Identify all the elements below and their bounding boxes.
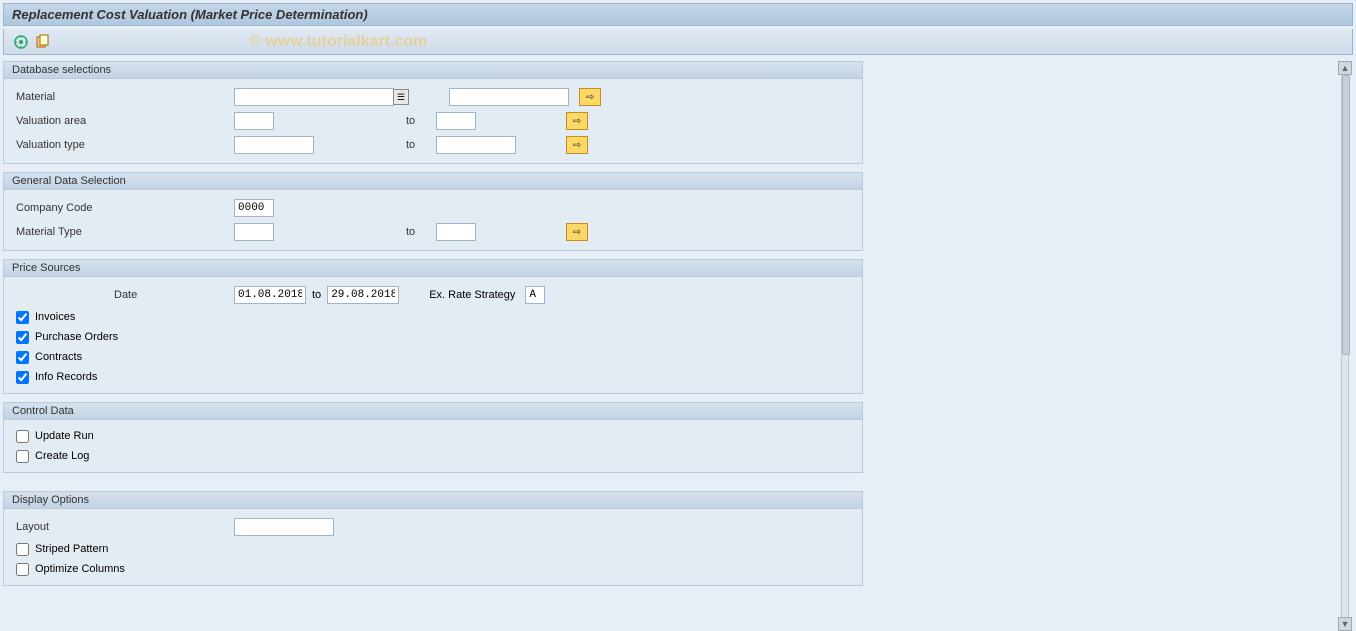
update-run-label: Update Run [35,430,94,442]
date-to-label: to [306,289,327,301]
scroll-down-icon[interactable]: ▼ [1338,617,1352,631]
application-toolbar: © www.tutorialkart.com [3,29,1353,55]
valuation-area-to-label: to [396,115,436,127]
info-records-label: Info Records [35,371,97,383]
material-f4-icon[interactable]: ☰ [393,89,409,105]
material-to-input[interactable] [449,88,569,106]
company-code-label: Company Code [14,202,234,214]
valuation-area-to-input[interactable] [436,112,476,130]
date-label: Date [114,289,234,301]
vertical-scrollbar[interactable]: ▲ ▼ [1337,61,1353,631]
material-type-range-button[interactable]: ⇨ [566,223,588,241]
control-data-group: Control Data Update Run Create Log [3,402,863,473]
company-code-input[interactable] [234,199,274,217]
date-to-input[interactable] [327,286,399,304]
invoices-checkbox[interactable] [16,311,29,324]
valuation-type-to-input[interactable] [436,136,516,154]
material-input[interactable] [234,88,394,106]
database-selections-group: Database selections Material ☰ ⇨ Valuati… [3,61,863,164]
material-type-input[interactable] [234,223,274,241]
optimize-columns-label: Optimize Columns [35,563,125,575]
contracts-label: Contracts [35,351,82,363]
ex-rate-input[interactable] [525,286,545,304]
ex-rate-label: Ex. Rate Strategy [429,289,515,301]
purchase-orders-label: Purchase Orders [35,331,118,343]
striped-pattern-checkbox[interactable] [16,543,29,556]
optimize-columns-checkbox[interactable] [16,563,29,576]
purchase-orders-checkbox[interactable] [16,331,29,344]
material-range-button[interactable]: ⇨ [579,88,601,106]
layout-input[interactable] [234,518,334,536]
update-run-checkbox[interactable] [16,430,29,443]
create-log-label: Create Log [35,450,89,462]
display-options-header: Display Options [4,492,862,509]
execute-icon[interactable] [12,33,30,51]
price-sources-group: Price Sources Date to Ex. Rate Strategy … [3,259,863,394]
invoices-label: Invoices [35,311,75,323]
info-records-checkbox[interactable] [16,371,29,384]
valuation-area-input[interactable] [234,112,274,130]
material-type-label: Material Type [14,226,234,238]
price-sources-header: Price Sources [4,260,862,277]
watermark-text: © www.tutorialkart.com [249,33,427,51]
scroll-up-icon[interactable]: ▲ [1338,61,1352,75]
material-type-to-input[interactable] [436,223,476,241]
variant-icon[interactable] [34,33,52,51]
scroll-thumb[interactable] [1342,75,1350,355]
contracts-checkbox[interactable] [16,351,29,364]
striped-pattern-label: Striped Pattern [35,543,108,555]
valuation-type-to-label: to [396,139,436,151]
general-data-group: General Data Selection Company Code Mate… [3,172,863,251]
valuation-area-range-button[interactable]: ⇨ [566,112,588,130]
database-selections-header: Database selections [4,62,862,79]
content-area: Database selections Material ☰ ⇨ Valuati… [3,61,1353,631]
material-type-to-label: to [396,226,436,238]
material-label: Material [14,91,234,103]
general-data-header: General Data Selection [4,173,862,190]
page-title-bar: Replacement Cost Valuation (Market Price… [3,3,1353,26]
valuation-type-range-button[interactable]: ⇨ [566,136,588,154]
display-options-group: Display Options Layout Striped Pattern O… [3,491,863,586]
create-log-checkbox[interactable] [16,450,29,463]
valuation-type-input[interactable] [234,136,314,154]
valuation-area-label: Valuation area [14,115,234,127]
control-data-header: Control Data [4,403,862,420]
date-from-input[interactable] [234,286,306,304]
valuation-type-label: Valuation type [14,139,234,151]
layout-label: Layout [14,521,234,533]
page-title: Replacement Cost Valuation (Market Price… [12,7,368,22]
scroll-track[interactable] [1341,75,1349,617]
